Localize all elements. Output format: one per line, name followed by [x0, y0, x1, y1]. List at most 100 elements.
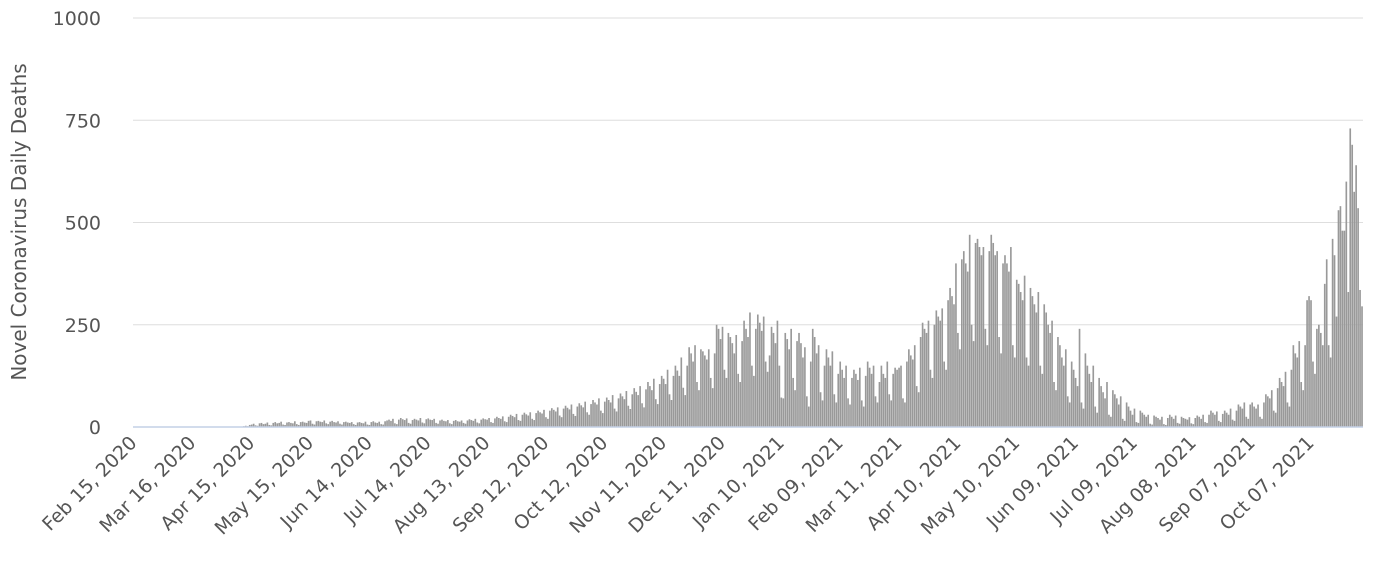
bar: [1006, 263, 1008, 427]
bar: [705, 359, 708, 427]
bar: [1021, 300, 1024, 427]
bar: [1027, 365, 1030, 427]
bar: [1068, 402, 1071, 427]
bar: [921, 322, 924, 427]
bar: [639, 386, 641, 427]
bar: [345, 421, 347, 427]
bar: [833, 394, 836, 427]
bar: [517, 420, 520, 427]
bar: [1051, 320, 1053, 427]
bar: [772, 332, 775, 427]
bar: [762, 316, 765, 427]
bar: [911, 359, 914, 427]
bar: [1321, 345, 1324, 427]
bar: [337, 421, 339, 427]
bar: [547, 418, 549, 427]
bar: [1180, 416, 1183, 427]
bar: [378, 421, 381, 427]
bar: [713, 353, 716, 427]
bar: [656, 404, 659, 427]
bar: [972, 341, 975, 427]
bar: [1127, 406, 1130, 427]
bar: [390, 420, 392, 427]
bar: [1012, 345, 1014, 427]
bar: [580, 405, 583, 427]
bar: [1231, 419, 1234, 427]
bar: [1086, 365, 1089, 427]
bar: [945, 369, 947, 427]
bar: [696, 382, 698, 427]
bar: [847, 398, 849, 427]
bar: [1153, 415, 1155, 427]
bar: [1082, 408, 1085, 427]
bar: [1139, 410, 1142, 427]
bar: [535, 413, 537, 427]
bar: [1276, 388, 1279, 427]
bar: [819, 392, 822, 427]
bar: [813, 337, 816, 427]
bar: [254, 425, 257, 427]
bar: [1137, 422, 1140, 427]
bar: [953, 304, 955, 427]
bar: [499, 418, 502, 427]
bar: [890, 400, 893, 427]
bar: [1270, 390, 1273, 427]
bar: [1119, 396, 1122, 427]
bar: [1039, 365, 1042, 427]
bar: [1208, 414, 1210, 427]
bar: [996, 251, 998, 427]
bar: [1174, 415, 1177, 427]
bar: [586, 412, 588, 427]
bar: [331, 420, 333, 427]
bar: [955, 263, 957, 427]
bar: [297, 424, 300, 427]
bar: [1206, 422, 1208, 427]
bar: [325, 423, 328, 427]
bar: [1165, 424, 1167, 427]
bar: [739, 382, 741, 427]
bar: [821, 400, 824, 427]
bar: [511, 415, 514, 427]
bar: [513, 417, 516, 427]
bar: [1292, 345, 1295, 427]
bar: [539, 412, 541, 427]
bar: [509, 414, 512, 427]
bar: [1217, 420, 1220, 427]
bar: [1110, 416, 1112, 427]
bar: [733, 353, 736, 427]
bar: [1257, 404, 1259, 427]
bar: [868, 367, 871, 427]
bar: [447, 420, 449, 427]
bar: [1263, 402, 1265, 427]
bar: [1286, 402, 1289, 427]
bar: [1314, 373, 1316, 427]
bar: [680, 357, 683, 427]
bar: [607, 400, 610, 427]
bar: [1094, 406, 1097, 427]
bar: [1272, 410, 1275, 427]
bar: [1214, 414, 1216, 427]
bar: [782, 398, 785, 427]
bar: [507, 416, 510, 427]
bar: [870, 373, 873, 427]
bar: [806, 396, 808, 427]
bar: [1229, 408, 1232, 427]
bar: [356, 422, 359, 427]
bar: [435, 422, 437, 427]
bar: [643, 407, 645, 427]
bar: [303, 422, 306, 427]
bar: [1267, 396, 1269, 427]
bar: [403, 420, 406, 427]
bar: [809, 361, 812, 427]
bar: [923, 328, 926, 427]
bar: [560, 417, 563, 427]
bar: [448, 423, 451, 427]
bar: [1339, 206, 1342, 427]
bar: [974, 242, 977, 427]
bar: [629, 409, 632, 427]
bar: [1188, 417, 1191, 427]
bar: [335, 422, 337, 427]
bar: [1025, 357, 1028, 427]
bar: [898, 367, 900, 427]
bar: [694, 345, 696, 427]
